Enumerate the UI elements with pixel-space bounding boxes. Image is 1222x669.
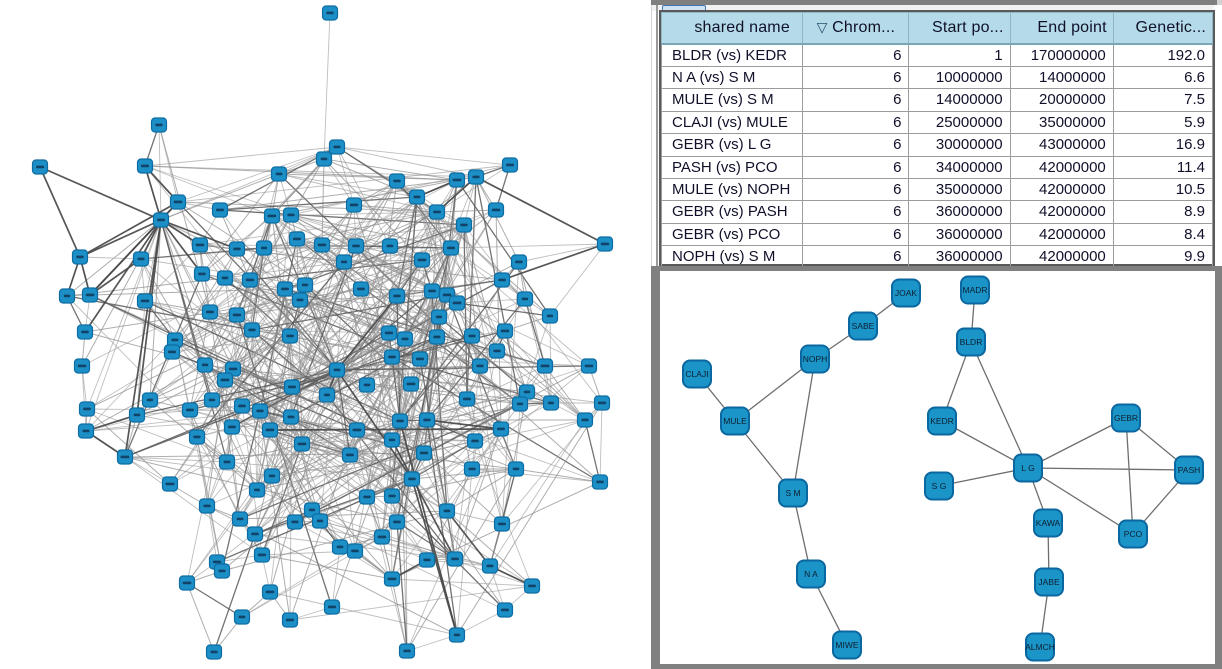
svg-text:S M: S M [785,488,800,498]
svg-text:N A: N A [804,569,818,579]
svg-text:SABE: SABE [852,321,875,331]
svg-text:PCO: PCO [1124,529,1143,539]
svg-text:MADR: MADR [962,285,987,295]
svg-text:JABE: JABE [1038,577,1060,587]
svg-text:PASH: PASH [1178,465,1201,475]
svg-text:KAWA: KAWA [1036,518,1061,528]
svg-text:L G: L G [1021,463,1034,473]
svg-text:MIWE: MIWE [835,640,858,650]
svg-text:MULE: MULE [723,416,747,426]
svg-text:JOAK: JOAK [895,288,918,298]
svg-text:ALMCH: ALMCH [1025,642,1055,652]
svg-text:BLDR: BLDR [960,337,983,347]
svg-text:KEDR: KEDR [930,416,954,426]
svg-text:S G: S G [932,481,947,491]
svg-text:NOPH: NOPH [803,354,828,364]
svg-text:GEBR: GEBR [1114,413,1138,423]
svg-text:CLAJI: CLAJI [685,369,708,379]
